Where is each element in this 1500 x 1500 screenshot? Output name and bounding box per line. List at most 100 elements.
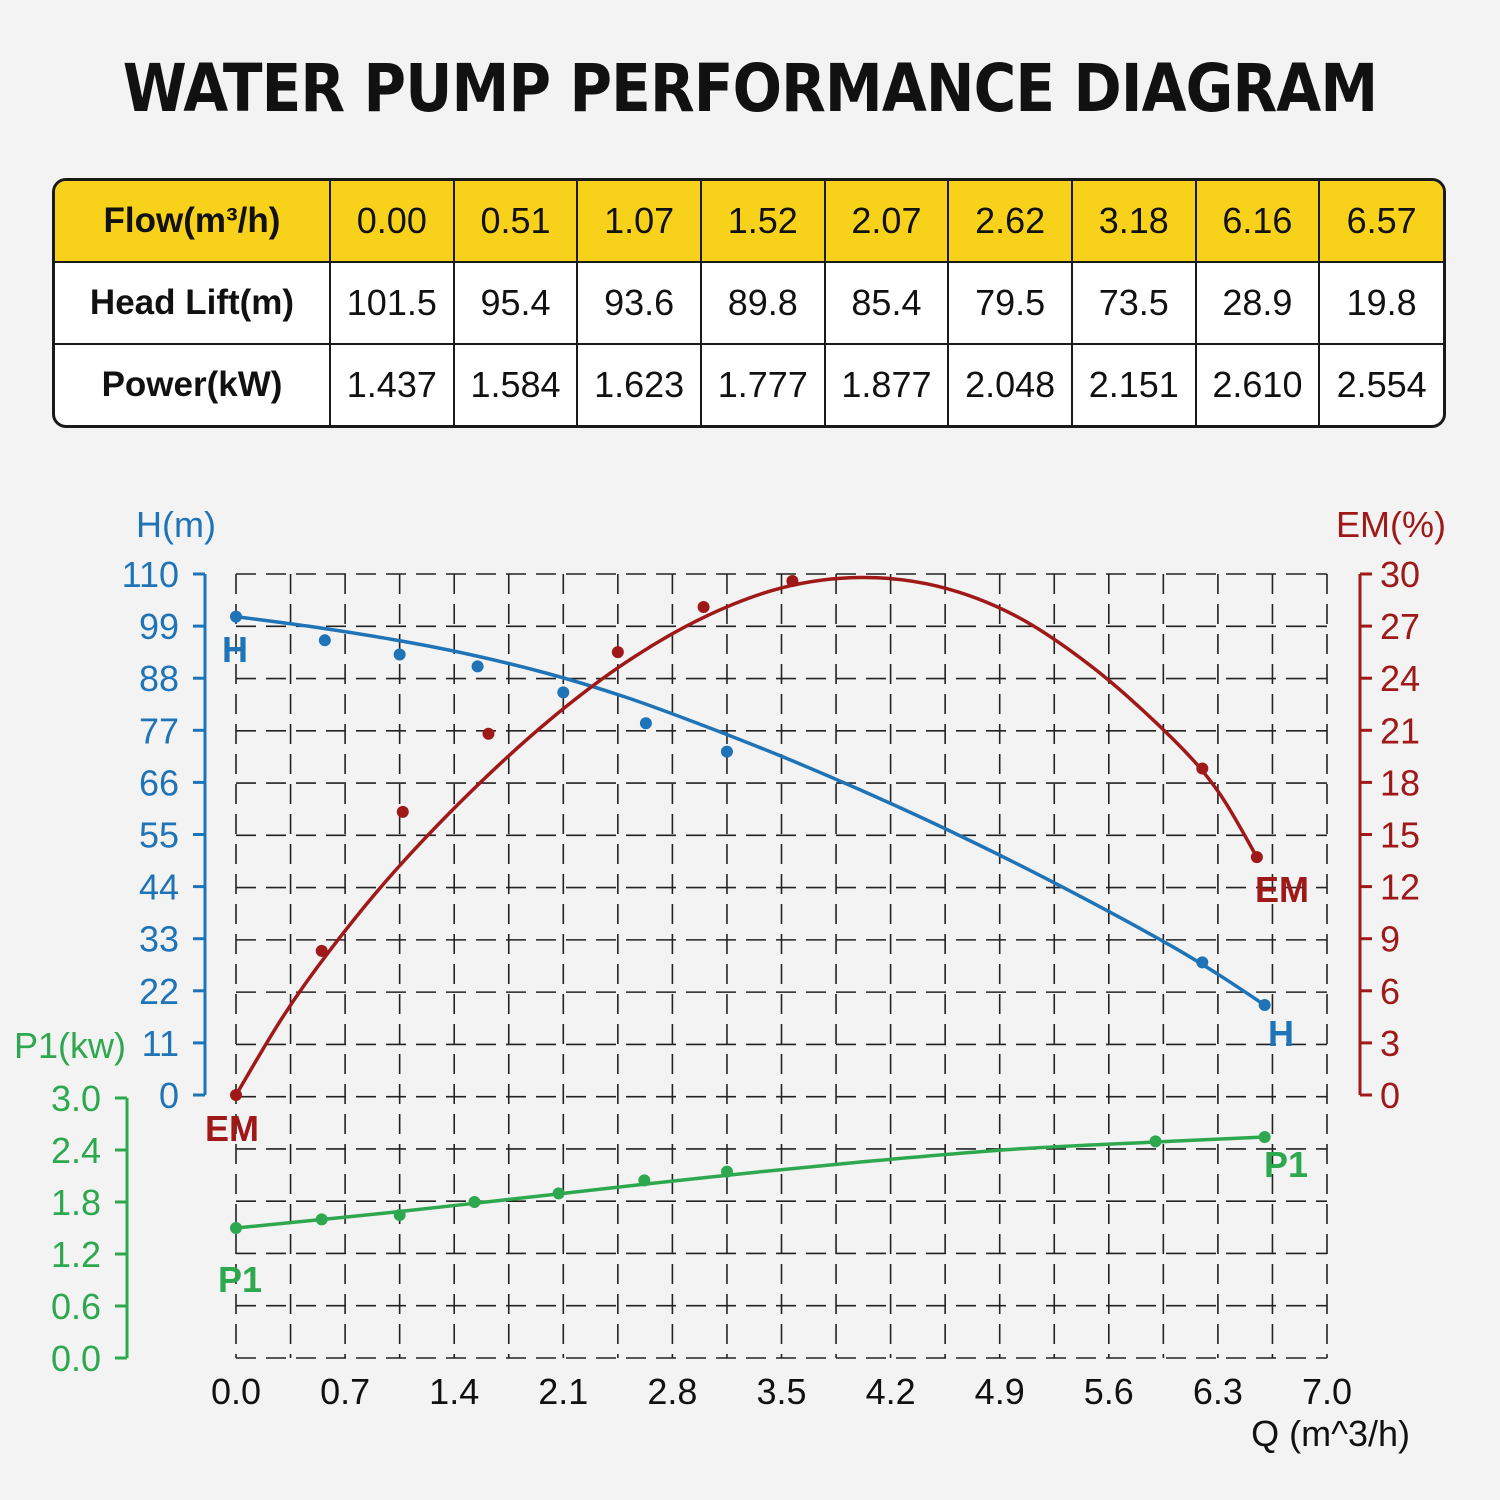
table-row: Power(kW) 1.437 1.584 1.623 1.777 1.877 2.048 2… (55, 343, 1443, 425)
head-tick-label: 99 (139, 606, 179, 647)
data-point-h (1258, 999, 1271, 1012)
table-row-label: Flow(m³/h) (55, 181, 331, 263)
efficiency-tick-label: 0 (1380, 1075, 1400, 1116)
table-row-label: Head Lift(m) (55, 260, 331, 346)
power-tick-label: 1.8 (51, 1182, 101, 1223)
data-point-p1 (552, 1187, 565, 1200)
table-cell: 1.777 (699, 343, 826, 425)
table-cell: 6.57 (1318, 181, 1443, 263)
data-point-p1 (315, 1213, 328, 1226)
data-point-h (393, 648, 406, 661)
table-cell: 19.8 (1318, 260, 1443, 346)
data-point-em (315, 944, 328, 957)
x-tick-label: 5.6 (1084, 1371, 1134, 1412)
data-point-h (230, 610, 242, 623)
table-cell: 73.5 (1070, 260, 1197, 346)
series-label-p1: P1 (218, 1259, 262, 1300)
table-cell: 2.07 (823, 181, 950, 263)
series-line-p1 (235, 1135, 1265, 1230)
efficiency-tick-label: 12 (1380, 867, 1420, 908)
data-point-em (396, 805, 409, 818)
series-label-p1: P1 (1264, 1144, 1308, 1185)
table-cell: 2.048 (947, 343, 1073, 425)
table-cell: 0.51 (452, 181, 579, 263)
table-cell: 28.9 (1194, 260, 1321, 346)
data-point-em (1196, 762, 1209, 775)
table-cell: 101.5 (329, 260, 455, 346)
head-tick-label: 0 (159, 1075, 179, 1116)
head-tick-label: 88 (139, 658, 179, 699)
table-cell: 2.151 (1070, 343, 1197, 425)
series-line-h (235, 614, 1266, 1007)
data-point-h (1196, 956, 1209, 969)
table-row: Head Lift(m) 101.5 95.4 93.6 89.8 85.4 79.5 73.… (55, 260, 1443, 346)
efficiency-tick-label: 27 (1380, 606, 1420, 647)
table-cell: 1.623 (576, 343, 702, 425)
x-tick-label: 0.7 (320, 1371, 370, 1412)
series-label-h: H (1268, 1013, 1294, 1054)
data-point-p1 (393, 1209, 406, 1221)
page-title: WATER PUMP PERFORMANCE DIAGRAM (122, 50, 1378, 127)
head-tick-label: 55 (139, 815, 179, 856)
series-line-em (234, 575, 1259, 1096)
x-tick-label: 0.0 (211, 1371, 261, 1412)
head-tick-label: 11 (142, 1023, 179, 1064)
power-axis-label: P1(kw) (14, 1025, 126, 1066)
series-label-em: EM (205, 1108, 259, 1149)
x-tick-label: 1.4 (429, 1371, 479, 1412)
power-tick-label: 0.6 (51, 1286, 101, 1327)
head-axis-label: H(m) (136, 504, 216, 545)
data-point-h (720, 745, 733, 758)
x-tick-label: 4.2 (866, 1371, 916, 1412)
data-point-em (230, 1089, 242, 1101)
head-tick-label: 33 (139, 919, 179, 960)
data-point-p1 (468, 1196, 481, 1208)
data-point-h (318, 634, 331, 647)
table-cell: 79.5 (947, 260, 1073, 346)
table-row-label: Power(kW) (55, 343, 331, 425)
data-point-p1 (1149, 1135, 1162, 1148)
table-cell: 93.6 (576, 260, 702, 346)
table-row: Flow(m³/h) 0.00 0.51 1.07 1.52 2.07 2.62 3.18 6.… (55, 181, 1443, 263)
x-tick-label: 2.8 (647, 1371, 697, 1412)
table-cell: 2.610 (1194, 343, 1321, 425)
table-cell: 1.07 (576, 181, 702, 263)
data-point-em (697, 600, 710, 613)
table-cell: 89.8 (699, 260, 826, 346)
x-tick-label: 3.5 (756, 1371, 806, 1412)
power-tick-label: 2.4 (51, 1130, 101, 1171)
series-label-h: H (222, 629, 248, 670)
efficiency-tick-label: 15 (1380, 815, 1420, 856)
head-tick-label: 66 (139, 762, 179, 803)
power-tick-label: 1.2 (51, 1234, 101, 1275)
data-point-em (786, 574, 799, 587)
head-tick-label: 22 (139, 971, 179, 1012)
table-cell: 95.4 (452, 260, 579, 346)
efficiency-tick-label: 24 (1380, 658, 1420, 699)
table-cell: 85.4 (823, 260, 950, 346)
data-point-h (639, 717, 652, 730)
table-cell: 6.16 (1194, 181, 1321, 263)
efficiency-axis-label: EM(%) (1336, 504, 1446, 545)
data-point-p1 (230, 1222, 242, 1234)
x-tick-label: 4.9 (975, 1371, 1025, 1412)
data-point-em (611, 646, 624, 659)
table-cell: 1.877 (823, 343, 950, 425)
table-cell: 1.584 (452, 343, 579, 425)
head-tick-label: 110 (122, 554, 179, 595)
efficiency-tick-label: 3 (1380, 1023, 1400, 1064)
efficiency-tick-label: 18 (1380, 762, 1420, 803)
data-point-p1 (638, 1174, 651, 1187)
performance-table: Flow(m³/h) 0.00 0.51 1.07 1.52 2.07 2.62 3.18 6.… (52, 178, 1446, 428)
table-cell: 2.62 (947, 181, 1073, 263)
efficiency-tick-label: 30 (1380, 554, 1420, 595)
data-point-em (482, 727, 495, 740)
x-axis-label: Q (m^3/h) (1251, 1413, 1410, 1454)
series-label-em: EM (1255, 869, 1309, 910)
power-tick-label: 3.0 (51, 1078, 101, 1119)
table-cell: 1.437 (329, 343, 455, 425)
power-tick-label: 0.0 (51, 1338, 101, 1379)
data-point-p1 (1258, 1131, 1271, 1143)
head-tick-label: 77 (139, 710, 179, 751)
